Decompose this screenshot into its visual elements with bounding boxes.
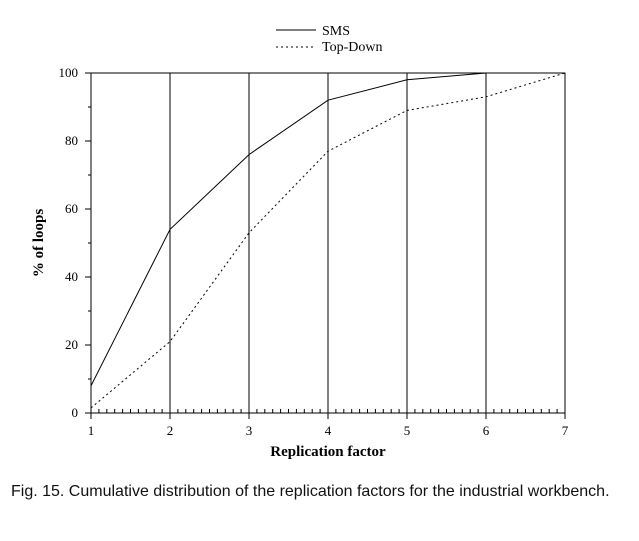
x-tick-label: 2 bbox=[167, 423, 174, 438]
line-chart: 1 2 3 4 5 6 7 0 20 40 60 80 100 SMS Top-Down Replic… bbox=[31, 24, 569, 460]
y-axis-label: % of loops bbox=[31, 209, 47, 278]
x-minor-ticks bbox=[98, 409, 558, 413]
y-tick-label: 20 bbox=[65, 337, 78, 352]
x-tick-label: 3 bbox=[246, 423, 253, 438]
y-tick-label: 60 bbox=[65, 201, 78, 216]
series-layer bbox=[90, 72, 566, 409]
legend-label-sms: SMS bbox=[322, 24, 350, 39]
figure-caption: Fig. 15. Cumulative distribution of the … bbox=[11, 483, 610, 500]
x-tick-label: 7 bbox=[562, 423, 569, 438]
vertical-gridlines bbox=[169, 73, 487, 413]
x-axis-ticks: 1 2 3 4 5 6 7 bbox=[88, 413, 569, 438]
y-tick-label: 80 bbox=[65, 133, 78, 148]
y-tick-label: 100 bbox=[59, 65, 79, 80]
x-tick-label: 5 bbox=[404, 423, 411, 438]
legend-label-top-down: Top-Down bbox=[322, 40, 382, 55]
y-axis-ticks: 0 20 40 60 80 100 bbox=[59, 65, 91, 420]
series-line-top-down bbox=[90, 72, 566, 409]
x-tick-label: 1 bbox=[88, 423, 95, 438]
y-tick-label: 0 bbox=[72, 405, 79, 420]
series-line-sms bbox=[90, 72, 565, 387]
legend: SMS Top-Down bbox=[276, 24, 382, 55]
x-tick-label: 4 bbox=[325, 423, 332, 438]
x-tick-label: 6 bbox=[483, 423, 490, 438]
y-tick-label: 40 bbox=[65, 269, 78, 284]
x-axis-label: Replication factor bbox=[270, 444, 386, 460]
